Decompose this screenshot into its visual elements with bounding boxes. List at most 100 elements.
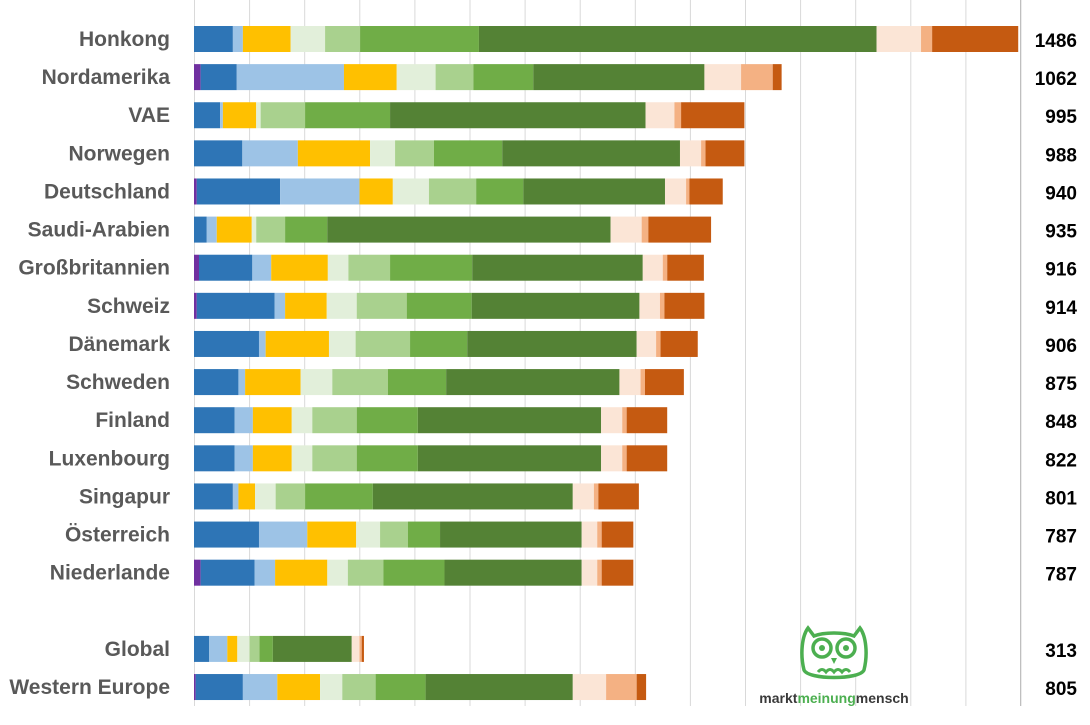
bar-segment bbox=[640, 369, 645, 396]
bar-segment bbox=[626, 407, 668, 434]
bar-segment bbox=[641, 216, 649, 243]
bar-segment bbox=[194, 559, 201, 586]
bar-segment bbox=[664, 178, 687, 205]
bar-segment bbox=[572, 483, 594, 510]
bar-segment bbox=[581, 559, 598, 586]
bar-segment bbox=[601, 559, 634, 586]
total-label: 935 bbox=[1045, 222, 1077, 243]
bar-segment bbox=[348, 254, 391, 281]
bar-segment bbox=[280, 178, 360, 205]
bar-segment bbox=[327, 216, 611, 243]
bar-segment bbox=[194, 178, 197, 205]
bar-segment bbox=[271, 254, 328, 281]
bar-segment bbox=[396, 64, 436, 91]
bar-segment bbox=[242, 26, 291, 52]
bar-segment bbox=[656, 330, 661, 357]
bar-segment bbox=[361, 635, 364, 662]
category-label: Luxenbourg bbox=[49, 447, 170, 470]
bar-segment bbox=[194, 64, 201, 91]
bar-segment bbox=[325, 26, 361, 52]
bar-segment bbox=[251, 216, 257, 243]
bar-segment bbox=[195, 674, 243, 701]
bar-segment bbox=[395, 140, 434, 167]
bar-segment bbox=[216, 216, 252, 243]
bar-segment bbox=[597, 521, 602, 548]
bar-segment bbox=[290, 26, 326, 52]
bar-segment bbox=[252, 445, 292, 472]
bar-segment bbox=[472, 254, 643, 281]
bar-segment bbox=[232, 483, 239, 510]
bar-segment bbox=[417, 445, 602, 472]
total-label: 988 bbox=[1045, 145, 1077, 166]
total-label: 916 bbox=[1045, 260, 1077, 281]
bar-segment bbox=[667, 254, 704, 281]
bar-segment bbox=[705, 140, 745, 167]
bar-segment bbox=[375, 674, 426, 701]
bar-segment bbox=[572, 674, 607, 701]
bar-segment bbox=[359, 635, 362, 662]
bar-segment bbox=[252, 407, 292, 434]
bar-segment bbox=[359, 178, 393, 205]
bar-segment bbox=[425, 674, 573, 701]
bar-segment bbox=[252, 254, 272, 281]
bar-segment bbox=[242, 674, 278, 701]
category-label: VAE bbox=[128, 104, 170, 127]
bar-segment bbox=[275, 559, 328, 586]
total-label: 787 bbox=[1045, 565, 1077, 586]
bar-segment bbox=[260, 102, 306, 129]
bar-segment bbox=[285, 216, 328, 243]
bar-segment bbox=[194, 26, 233, 52]
total-label: 995 bbox=[1045, 107, 1077, 128]
bar-segment bbox=[194, 140, 243, 167]
bar-segment bbox=[659, 292, 665, 319]
brand-wordmark: marktmeinungmensch bbox=[759, 690, 908, 706]
total-label: 787 bbox=[1045, 527, 1077, 548]
bar-segment bbox=[679, 140, 702, 167]
bar-segment bbox=[435, 64, 474, 91]
bar-segment bbox=[356, 292, 407, 319]
bar-segment bbox=[686, 178, 690, 205]
bar-segment bbox=[356, 521, 381, 548]
bar-segment bbox=[476, 178, 524, 205]
bar-segment bbox=[356, 445, 418, 472]
bar-segment bbox=[610, 216, 642, 243]
bar-segment bbox=[222, 102, 257, 129]
total-label: 848 bbox=[1045, 412, 1077, 433]
bar-segment bbox=[255, 483, 276, 510]
bar-segment bbox=[417, 407, 602, 434]
brand-part-3: mensch bbox=[856, 690, 909, 706]
bar-segment bbox=[410, 330, 468, 357]
bar-segment bbox=[196, 292, 275, 319]
bar-segment bbox=[642, 254, 663, 281]
bar-segment bbox=[194, 330, 259, 357]
bar-segment bbox=[300, 369, 333, 396]
bar-segment bbox=[626, 445, 668, 472]
owl-logo: marktmeinungmensch bbox=[759, 625, 909, 706]
bar-segment bbox=[701, 140, 706, 167]
brand-part-1: markt bbox=[759, 690, 797, 706]
bar-segment bbox=[277, 674, 321, 701]
bar-segment bbox=[194, 445, 235, 472]
total-label: 914 bbox=[1045, 298, 1077, 319]
bar-segment bbox=[598, 483, 639, 510]
bar-segment bbox=[245, 369, 301, 396]
bar-segment bbox=[194, 369, 239, 396]
bar-segment bbox=[194, 254, 199, 281]
bar-segment bbox=[194, 483, 233, 510]
bars bbox=[194, 26, 1019, 701]
bar-segment bbox=[372, 483, 573, 510]
bar-segment bbox=[390, 254, 473, 281]
total-labels: 1486 1062 995 988 940 935 916 914 906 875 848 822 80… bbox=[1035, 31, 1078, 700]
bar-segment bbox=[601, 407, 623, 434]
bar-segment bbox=[196, 178, 281, 205]
bar-segment bbox=[619, 369, 641, 396]
bar-segment bbox=[307, 521, 357, 548]
bar-segment bbox=[320, 674, 343, 701]
bar-segment bbox=[328, 330, 356, 357]
bar-segment bbox=[236, 64, 344, 91]
bar-segment bbox=[636, 674, 647, 701]
bar-segment bbox=[194, 635, 209, 662]
category-label: Norwegen bbox=[68, 142, 170, 165]
category-label: Saudi-Arabien bbox=[28, 219, 170, 242]
bar-segment bbox=[312, 445, 357, 472]
